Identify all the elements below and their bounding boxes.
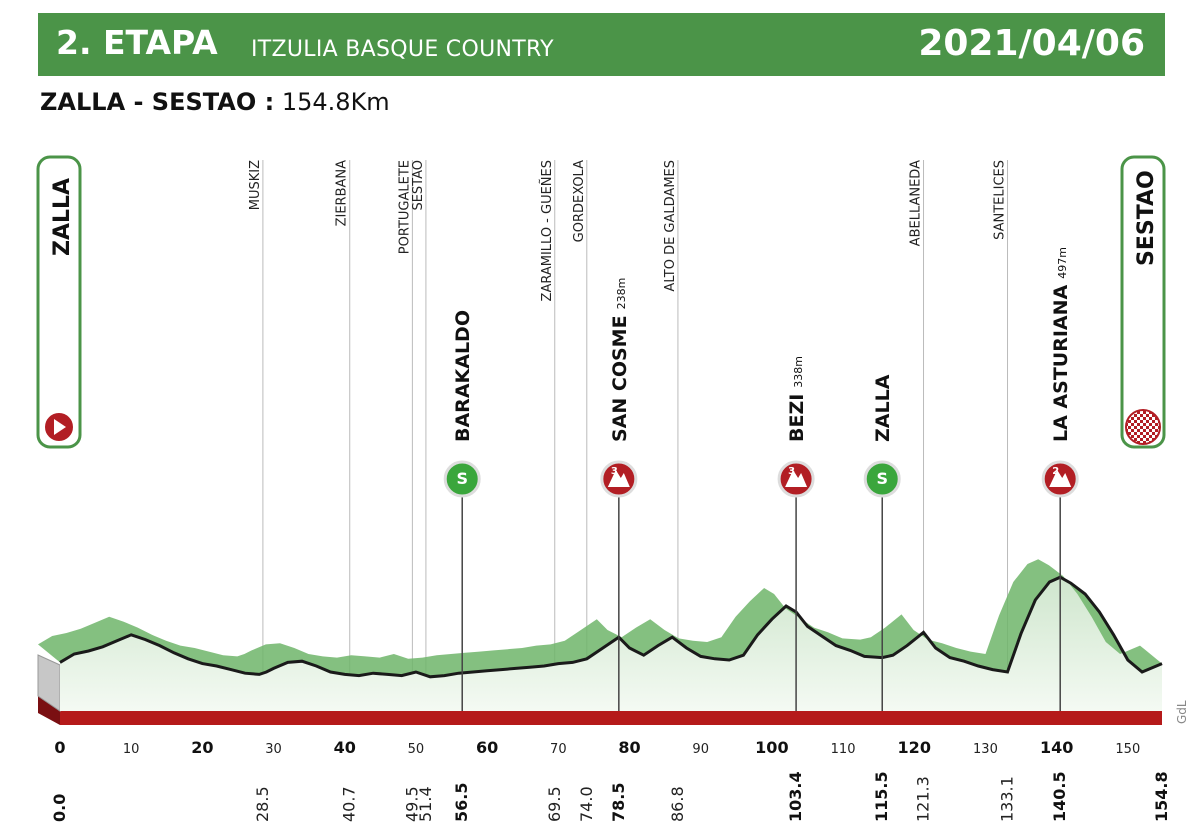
x-tick-label: 90 xyxy=(692,742,709,757)
sprint-badge xyxy=(443,460,481,498)
place-label: ZARAMILLO - GUEÑES xyxy=(539,160,555,301)
climb-category: 3 xyxy=(788,466,795,477)
sprint-icon: S xyxy=(456,469,468,488)
credit-mark: GdL xyxy=(1175,700,1189,724)
km-mark-label: 121.3 xyxy=(914,776,933,822)
climb-name: BEZI xyxy=(786,394,808,442)
sprint-icon: S xyxy=(876,469,888,488)
climb-name: LA ASTURIANA xyxy=(1050,284,1072,442)
mountain-icon xyxy=(1049,470,1072,487)
km-mark-label: 56.5 xyxy=(452,783,471,822)
place-label: GORDEXOLA xyxy=(572,160,587,242)
place-label: ZIERBANA xyxy=(335,160,350,227)
km-mark-label: 69.5 xyxy=(545,786,564,822)
km-mark-label: 103.4 xyxy=(786,771,805,822)
sprint-name: BARAKALDO xyxy=(452,310,474,442)
finish-flag-icon xyxy=(1125,409,1161,445)
road-side xyxy=(38,696,60,725)
x-tick-label: 80 xyxy=(618,738,640,757)
place-label: SANTELICES xyxy=(993,160,1008,240)
km-mark-label: 51.4 xyxy=(416,786,435,822)
road-strip xyxy=(60,711,1162,725)
km-mark-label: 154.8 xyxy=(1152,771,1171,822)
route-line: ZALLA - SESTAO : 154.8Km xyxy=(40,87,390,117)
km-mark-label: 86.8 xyxy=(668,786,687,822)
x-tick-label: 110 xyxy=(831,742,856,757)
x-tick-label: 120 xyxy=(898,738,931,757)
km-mark-label: 133.1 xyxy=(998,776,1017,822)
climb-name: SAN COSME xyxy=(609,315,631,442)
km-mark-label: 49.5 xyxy=(402,786,421,822)
place-label: SESTAO xyxy=(411,160,426,211)
climb-altitude: 238m xyxy=(615,278,628,310)
x-tick-label: 100 xyxy=(755,738,788,757)
sprint-badge xyxy=(863,460,901,498)
x-tick-label: 60 xyxy=(476,738,498,757)
place-label: PORTUGALETE xyxy=(397,160,412,254)
x-tick-label: 140 xyxy=(1040,738,1073,757)
start-marker-box xyxy=(36,155,82,449)
sprint-name: ZALLA xyxy=(872,374,894,442)
km-mark-label: 0.0 xyxy=(50,794,69,822)
x-tick-label: 150 xyxy=(1115,742,1140,757)
km-mark-label: 40.7 xyxy=(340,786,359,822)
climb-category: 2 xyxy=(1052,466,1059,477)
finish-marker-box xyxy=(1120,155,1166,449)
stage-date: 2021/04/06 xyxy=(918,23,1145,64)
climb-altitude: 497m xyxy=(1056,247,1069,279)
profile-line xyxy=(59,575,1163,679)
place-label: ABELLANEDA xyxy=(909,160,924,246)
route-start-finish: ZALLA - SESTAO : xyxy=(40,88,275,116)
x-tick-label: 20 xyxy=(191,738,213,757)
race-name: ITZULIA BASQUE COUNTRY xyxy=(251,37,554,62)
mountain-icon xyxy=(607,470,630,487)
x-tick-label: 130 xyxy=(973,742,998,757)
km-mark-label: 74.0 xyxy=(577,786,596,822)
start-town-label: ZALLA xyxy=(50,178,75,256)
km-mark-label: 115.5 xyxy=(872,771,891,822)
km-mark-label: 140.5 xyxy=(1050,771,1069,822)
x-tick-label: 10 xyxy=(123,742,140,757)
climb-altitude: 338m xyxy=(792,356,805,388)
stage-number: 2. ETAPA xyxy=(56,23,218,62)
finish-town-label: SESTAO xyxy=(1134,170,1159,266)
x-tick-label: 30 xyxy=(265,742,282,757)
x-tick-label: 70 xyxy=(550,742,567,757)
km-mark-label: 28.5 xyxy=(253,786,272,822)
place-label: MUSKIZ xyxy=(248,160,263,210)
place-label: ALTO DE GALDAMES xyxy=(663,160,678,292)
mountain-icon xyxy=(785,470,808,487)
x-tick-label: 40 xyxy=(334,738,356,757)
profile-top-face xyxy=(38,559,1162,677)
climb-category: 3 xyxy=(611,466,618,477)
km-mark-label: 78.5 xyxy=(609,783,628,822)
x-tick-label: 50 xyxy=(408,742,425,757)
stage-banner: 2. ETAPA ITZULIA BASQUE COUNTRY 2021/04/… xyxy=(38,13,1165,76)
x-tick-label: 0 xyxy=(54,738,65,757)
play-icon xyxy=(54,419,66,435)
route-distance: 154.8Km xyxy=(281,88,390,116)
